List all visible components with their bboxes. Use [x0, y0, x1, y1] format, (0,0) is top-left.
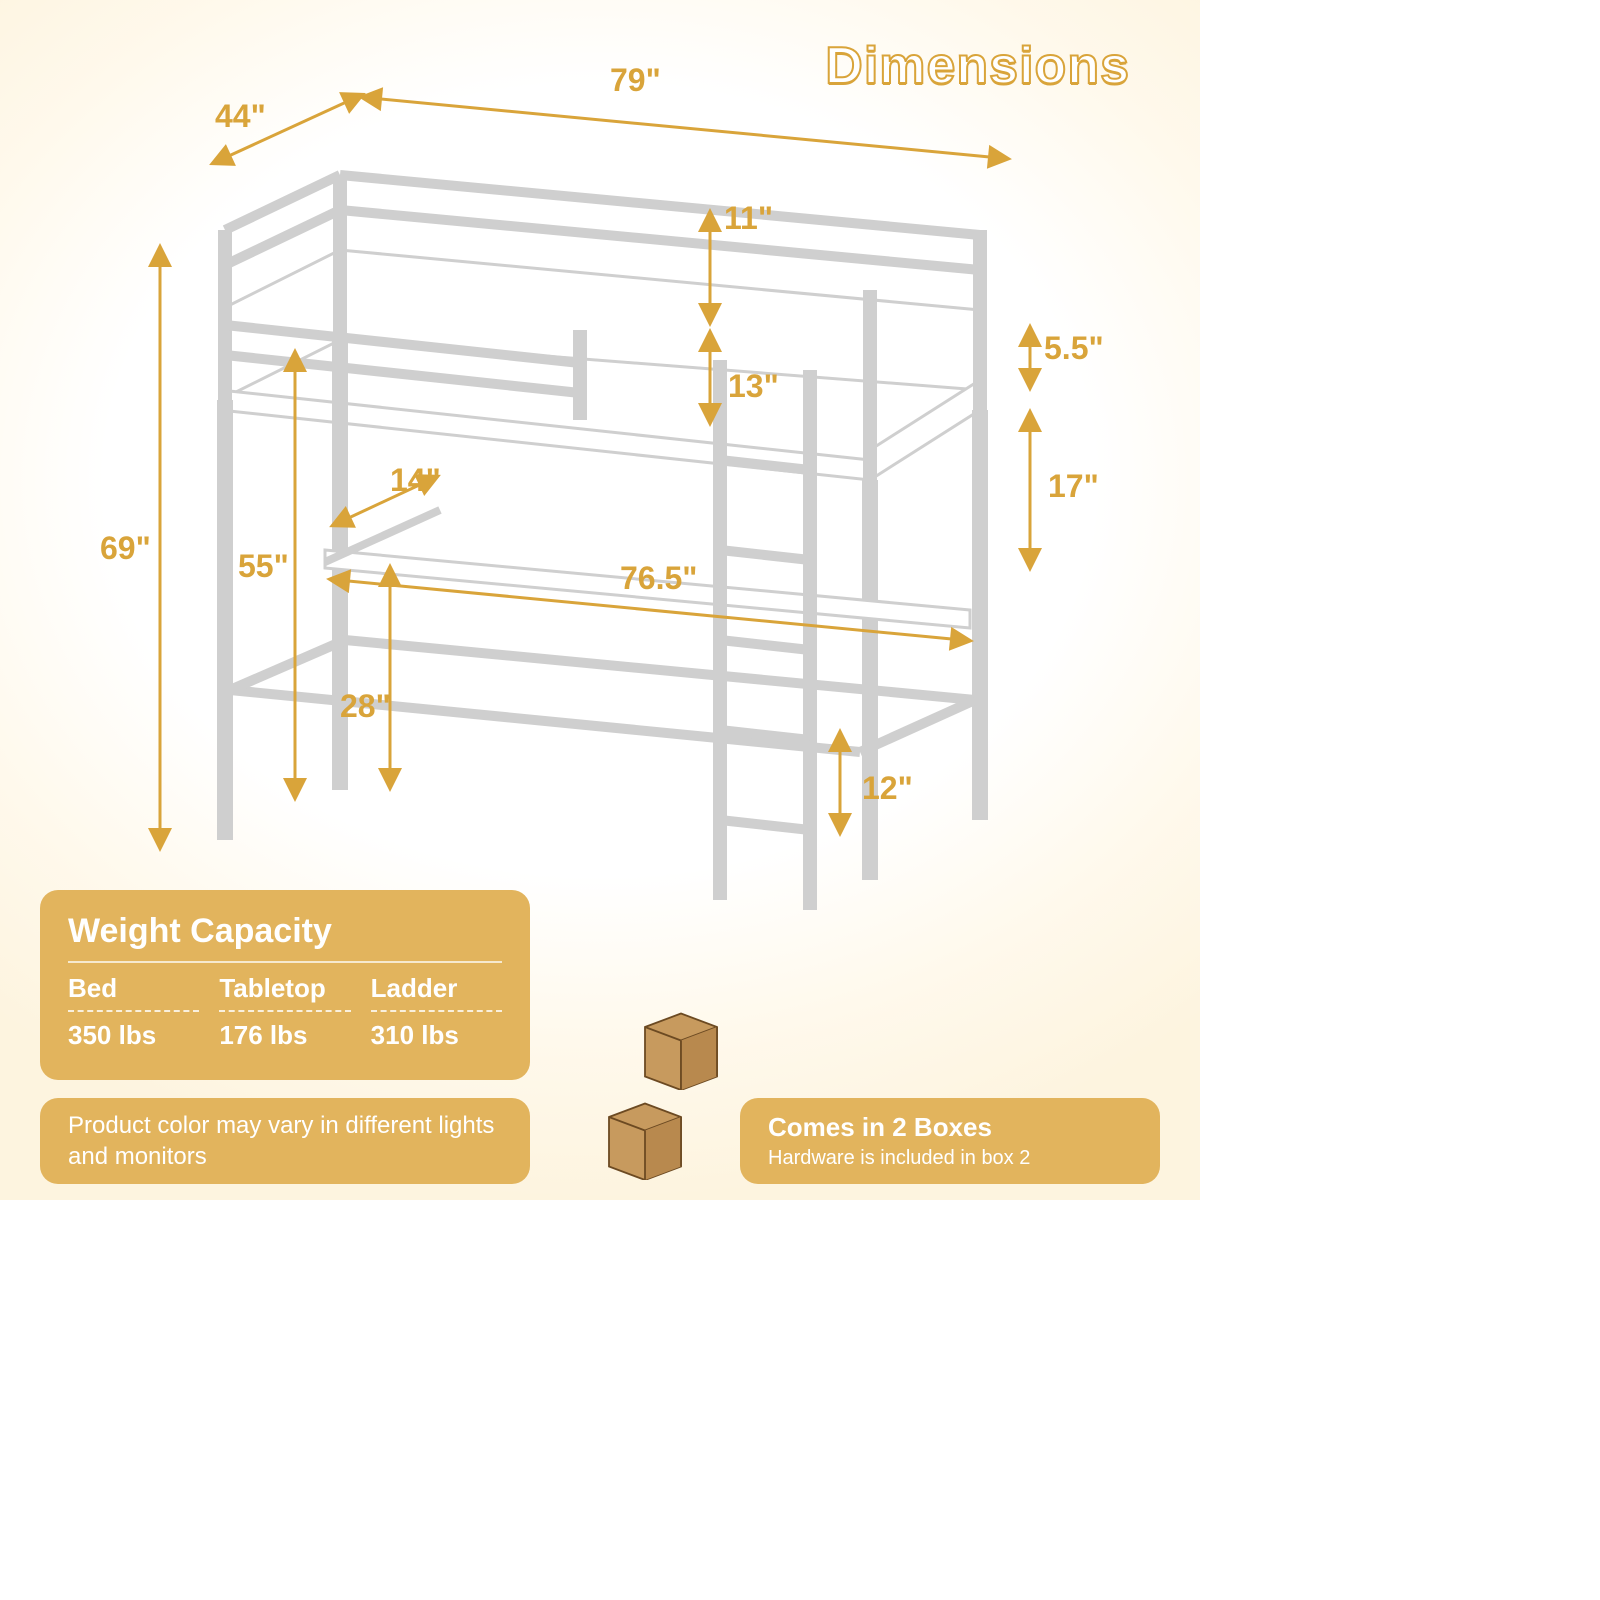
boxes-sub: Hardware is included in box 2	[768, 1147, 1132, 1170]
dim-under-h: 55"	[238, 548, 289, 585]
weight-capacity-card: Weight Capacity Bed 350 lbs Tabletop 176…	[40, 890, 530, 1080]
color-note-text: Product color may vary in different ligh…	[68, 1110, 502, 1172]
cap-col-bed: Bed	[68, 973, 199, 1004]
dim-width: 44"	[215, 98, 266, 135]
divider	[371, 1010, 502, 1012]
product-diagram	[100, 80, 1140, 920]
divider	[219, 1010, 350, 1012]
dim-rail-height: 11"	[724, 200, 773, 237]
dim-length: 79"	[610, 62, 661, 99]
divider	[68, 1010, 199, 1012]
divider	[68, 961, 502, 963]
cap-col-ladder: Ladder	[371, 973, 502, 1004]
dim-desk-floor: 28"	[340, 688, 391, 725]
dim-slat-gap: 13"	[728, 368, 779, 405]
box-icon	[636, 1000, 726, 1090]
color-note-card: Product color may vary in different ligh…	[40, 1098, 530, 1184]
cap-val-table: 176 lbs	[219, 1020, 350, 1051]
dim-desk-len: 76.5"	[620, 560, 697, 597]
box-icon	[600, 1090, 690, 1180]
dim-desk-depth: 14"	[390, 462, 441, 499]
dim-hang: 17"	[1048, 468, 1099, 505]
dim-ladder-step: 12"	[862, 770, 913, 807]
boxes-title: Comes in 2 Boxes	[768, 1112, 1132, 1143]
cap-val-bed: 350 lbs	[68, 1020, 199, 1051]
boxes-card: Comes in 2 Boxes Hardware is included in…	[740, 1098, 1160, 1184]
cap-val-ladder: 310 lbs	[371, 1020, 502, 1051]
capacity-title: Weight Capacity	[68, 912, 502, 951]
dim-total-h: 69"	[100, 530, 151, 567]
dim-side-gap: 5.5"	[1044, 330, 1104, 367]
cap-col-table: Tabletop	[219, 973, 350, 1004]
